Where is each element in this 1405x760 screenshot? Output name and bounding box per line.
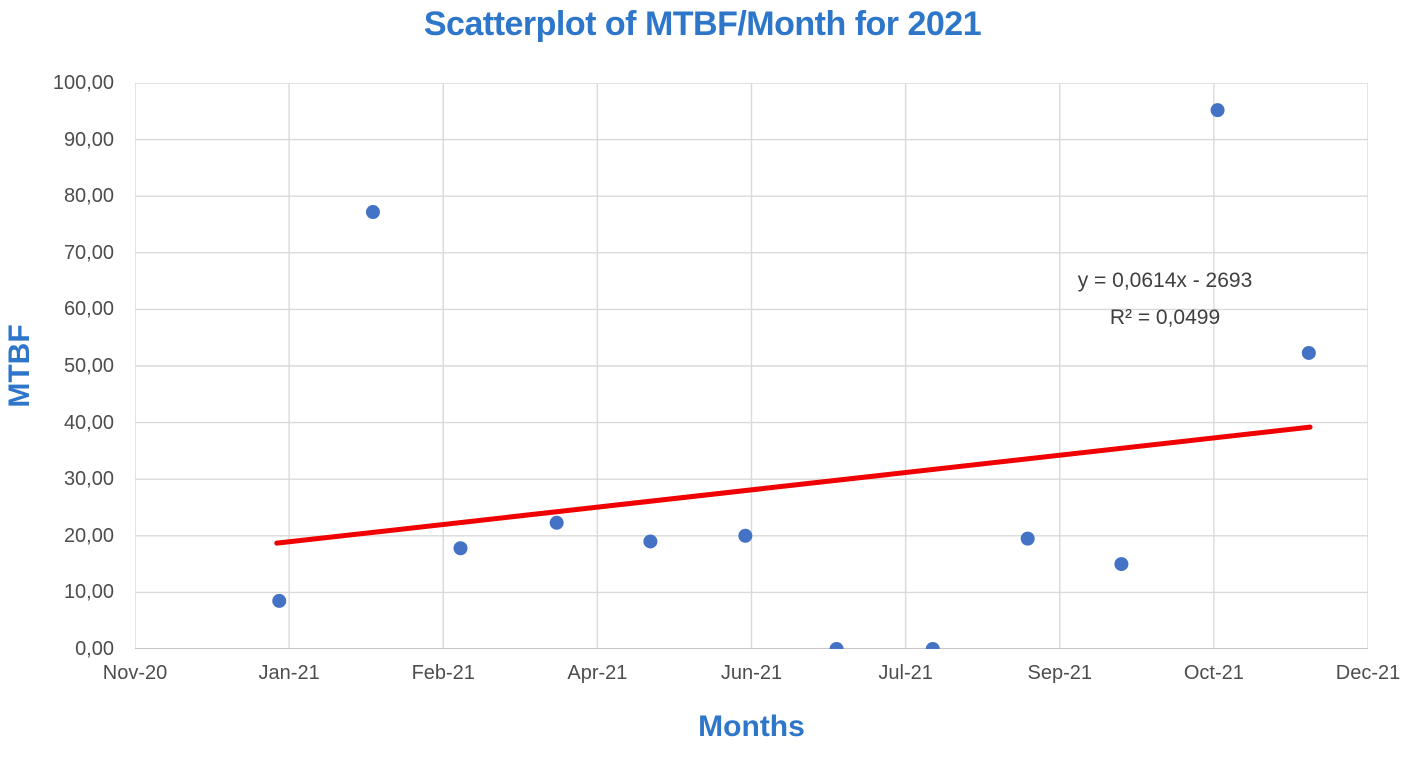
data-point-Feb-21 xyxy=(365,205,380,220)
x-tick-label: Sep-21 xyxy=(1027,662,1093,684)
data-point-Nov-21 xyxy=(1210,103,1225,118)
trendline-r-squared: R² = 0,0499 xyxy=(1109,306,1221,329)
y-tick-label: 0,00 xyxy=(75,638,114,660)
data-point-Mar-21 xyxy=(453,541,468,556)
x-tick-label: Nov-20 xyxy=(102,662,168,684)
data-point-May-21 xyxy=(643,534,658,549)
y-tick-label: 30,00 xyxy=(63,468,114,491)
data-point-Oct-21 xyxy=(1114,557,1129,572)
data-point-Dec-21 xyxy=(1301,345,1316,360)
trendline xyxy=(274,424,1313,546)
data-point-Aug-21 xyxy=(925,642,940,649)
data-point-Jan-21 xyxy=(272,593,287,608)
trendline-equation: y = 0,0614x - 2693 xyxy=(1077,269,1253,292)
y-tick-label: 100,00 xyxy=(52,72,114,94)
x-tick-label: Oct-21 xyxy=(1183,662,1244,684)
x-tick-label: Jan-21 xyxy=(258,662,320,684)
x-tick-label: Jun-21 xyxy=(720,662,783,684)
chart-title: Scatterplot of MTBF/Month for 2021 xyxy=(423,5,982,43)
trendline-label: y = 0,0614x - 2693 R² = 0,0499 xyxy=(1015,262,1315,336)
y-tick-label: 60,00 xyxy=(63,298,114,321)
y-tick-label: 40,00 xyxy=(63,411,114,434)
data-point-Jun-21 xyxy=(738,528,753,543)
y-tick-label: 10,00 xyxy=(63,581,114,604)
y-tick-label: 90,00 xyxy=(63,128,114,151)
y-tick-label: 50,00 xyxy=(63,355,114,377)
data-point-Apr-21 xyxy=(549,515,564,530)
y-tick-label: 20,00 xyxy=(63,524,114,547)
y-tick-label: 80,00 xyxy=(63,185,114,208)
plot-area xyxy=(135,83,1368,649)
data-point-Sep-21 xyxy=(1020,531,1035,546)
x-tick-label: Apr-21 xyxy=(567,662,628,684)
x-tick-label: Feb-21 xyxy=(411,662,475,684)
x-tick-label: Jul-21 xyxy=(878,662,933,684)
y-tick-label: 70,00 xyxy=(63,241,114,264)
x-axis-title: Months xyxy=(698,710,805,743)
x-tick-label: Dec-21 xyxy=(1335,662,1401,684)
data-point-Jul-21 xyxy=(829,642,844,649)
